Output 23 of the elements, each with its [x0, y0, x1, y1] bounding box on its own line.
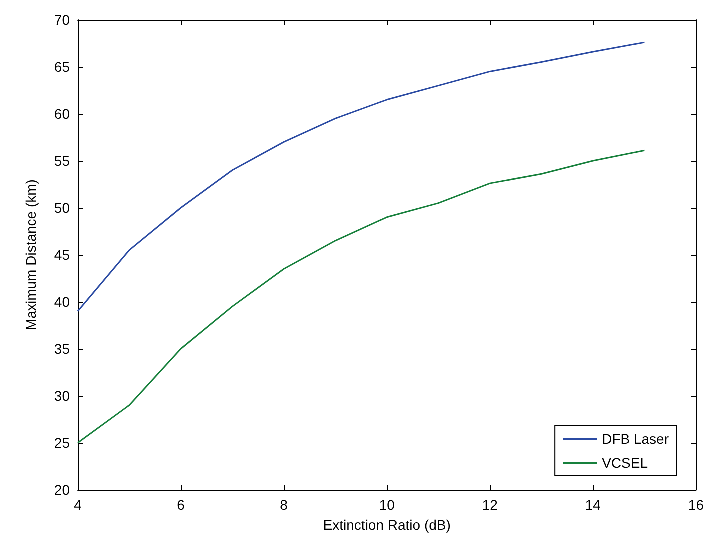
y-tick-label: 45 [54, 247, 70, 263]
y-tick-label: 60 [54, 106, 70, 122]
x-tick-label: 4 [74, 497, 82, 513]
x-axis-title: Extinction Ratio (dB) [323, 517, 451, 533]
legend-label: DFB Laser [602, 431, 670, 447]
x-tick-label: 14 [585, 497, 602, 513]
x-tick-label: 12 [482, 497, 498, 513]
y-axis-title: Maximum Distance (km) [23, 180, 39, 330]
x-tick-label: 16 [688, 497, 704, 513]
y-tick-label: 30 [54, 388, 70, 404]
y-tick-label: 40 [54, 294, 70, 310]
y-tick-label: 50 [54, 200, 70, 216]
y-tick-label: 35 [54, 341, 70, 357]
x-tick-label: 6 [177, 497, 186, 513]
x-tick-label: 8 [280, 497, 288, 513]
y-tick-label: 70 [54, 12, 70, 28]
legend-label: VCSEL [602, 455, 648, 471]
y-tick-label: 20 [54, 482, 70, 498]
x-tick-label: 10 [379, 497, 396, 513]
y-tick-label: 25 [54, 435, 70, 451]
y-tick-label: 65 [54, 59, 70, 75]
y-tick-label: 55 [54, 153, 70, 169]
line-series [77, 42, 646, 312]
